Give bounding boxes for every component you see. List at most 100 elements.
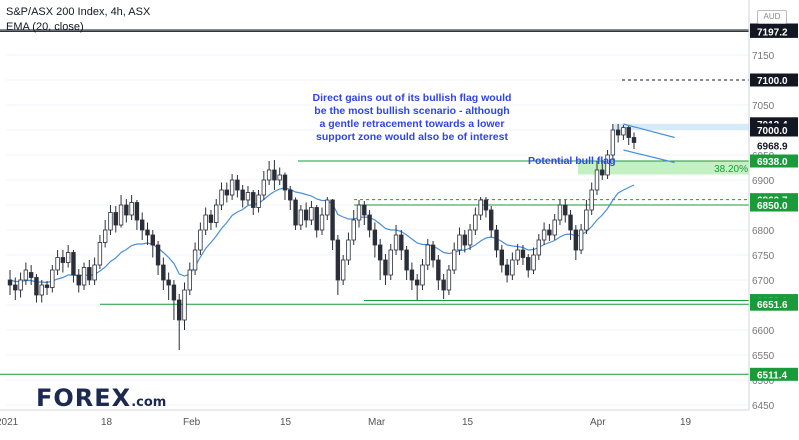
- candle: [28, 265, 34, 285]
- candle: [102, 220, 108, 248]
- candle-body: [541, 229, 547, 241]
- candle: [155, 241, 161, 275]
- candle-body: [303, 209, 309, 221]
- grid: [6, 54, 749, 406]
- candle-body: [192, 249, 198, 271]
- indicator-label[interactable]: EMA (20, close): [6, 21, 84, 33]
- candle-body: [462, 234, 467, 246]
- candle: [161, 257, 166, 290]
- candle-body: [346, 239, 351, 261]
- candle: [526, 254, 531, 278]
- candle-body: [441, 279, 446, 291]
- candle-body: [140, 219, 145, 231]
- candle: [319, 207, 325, 235]
- candle-body: [50, 269, 55, 288]
- candle-body: [552, 219, 557, 236]
- candle: [351, 210, 356, 245]
- price-tag: 6850.0: [750, 198, 798, 212]
- candle: [462, 230, 467, 253]
- currency-badge[interactable]: AUD: [757, 10, 787, 24]
- time-tick-label: 2021: [0, 417, 19, 428]
- candle-body: [526, 257, 531, 271]
- price-tag: 6651.6: [750, 297, 798, 311]
- candle: [552, 214, 557, 240]
- candle: [314, 205, 319, 238]
- candle-body: [610, 129, 616, 156]
- candle: [113, 206, 118, 233]
- candle: [388, 244, 393, 280]
- candle: [118, 195, 124, 228]
- candle-body: [124, 204, 129, 216]
- candle-body: [600, 169, 605, 176]
- candle-body: [293, 199, 298, 226]
- candle-body: [182, 289, 187, 321]
- annotation-line: Direct gains out of its bullish flag wou…: [312, 92, 512, 104]
- candle-body: [531, 254, 536, 271]
- price-tick-label: 7150: [752, 51, 775, 62]
- candle-body: [76, 274, 81, 286]
- price-tag-bg: [750, 24, 798, 38]
- candle-body: [55, 257, 60, 271]
- candle-body: [261, 179, 267, 196]
- candle: [129, 195, 134, 220]
- candle-body: [563, 204, 568, 216]
- price-tag-label: 6938.0: [757, 157, 788, 168]
- candle: [615, 124, 621, 143]
- candle: [626, 125, 631, 145]
- fib-label: 38.20%: [714, 164, 748, 175]
- candle: [414, 274, 420, 300]
- price-tick-label: 6450: [752, 401, 775, 412]
- candle: [134, 200, 140, 230]
- price-tag: 7197.2: [750, 24, 798, 38]
- price-tick-label: 6800: [752, 226, 775, 237]
- candle-body: [240, 189, 245, 201]
- candle: [81, 262, 87, 290]
- candle-body: [615, 129, 621, 136]
- candle-body: [92, 264, 97, 281]
- candle-body: [97, 242, 103, 266]
- candle: [489, 206, 494, 238]
- candle-body: [28, 272, 34, 278]
- candle: [362, 201, 367, 225]
- candle-body: [510, 259, 515, 276]
- price-tick-label: 6700: [752, 276, 775, 287]
- candle: [7, 270, 13, 295]
- candle-body: [621, 127, 626, 136]
- price-tag-bg: [750, 297, 798, 311]
- candle-body: [171, 284, 177, 301]
- candle: [145, 222, 150, 245]
- candle: [383, 254, 388, 285]
- candle-body: [229, 179, 235, 196]
- candle-body: [430, 244, 436, 261]
- candle-body: [420, 264, 425, 286]
- candle-body: [118, 204, 124, 226]
- candle-body: [473, 214, 478, 231]
- price-tag: 7000.0: [750, 123, 798, 137]
- candle-body: [134, 202, 140, 221]
- candle: [240, 185, 245, 208]
- price-tag-label: 7000.0: [757, 126, 788, 137]
- candle-body: [335, 239, 341, 281]
- candle: [44, 281, 50, 295]
- price-tag-label: 6511.4: [757, 370, 787, 381]
- price-tag-bg: [750, 73, 798, 87]
- candle: [340, 255, 346, 285]
- candle-body: [377, 244, 383, 261]
- candle-body: [81, 267, 87, 286]
- candle: [34, 274, 39, 303]
- candle: [309, 201, 314, 225]
- candle: [182, 282, 187, 330]
- candle: [23, 262, 29, 285]
- candle-body: [489, 209, 494, 231]
- candle-body: [605, 154, 610, 176]
- candle: [266, 161, 272, 185]
- candle-body: [7, 279, 13, 286]
- candle-body: [356, 204, 362, 221]
- price-tag-label: 6850.0: [757, 201, 788, 212]
- time-axis[interactable]: 2021 18 Feb 15 Mar 15 Apr 19: [0, 409, 749, 428]
- zones: 38.20%: [578, 123, 749, 175]
- price-axis[interactable]: 6450650065506600665067006750680068506900…: [748, 0, 798, 412]
- main-annotation: Direct gains out of its bullish flag wou…: [292, 92, 532, 144]
- candle-body: [573, 229, 579, 251]
